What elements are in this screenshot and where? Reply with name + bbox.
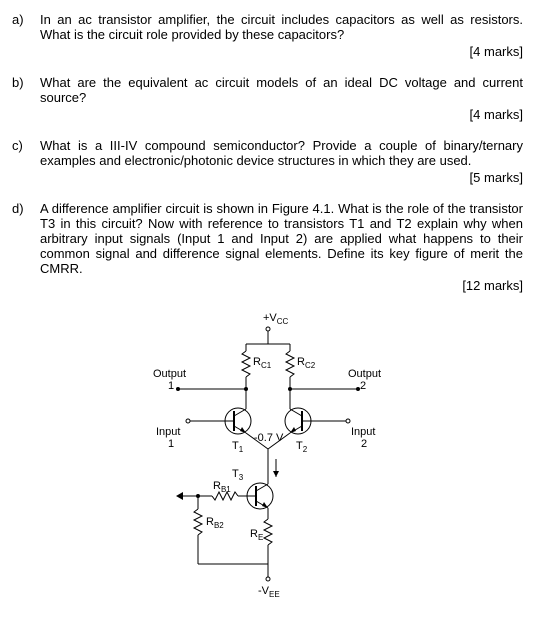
svg-text:-VEE: -VEE [258,585,280,599]
svg-text:RB1: RB1 [213,480,231,494]
q-b-marks: [4 marks] [40,107,523,122]
svg-text:1: 1 [168,380,174,392]
question-b: b) What are the equivalent ac circuit mo… [12,75,523,122]
q-a-body: In an ac transistor amplifier, the circu… [40,12,523,59]
svg-text:2: 2 [360,380,366,392]
svg-text:Input: Input [156,426,180,438]
q-d-label: d) [12,201,40,293]
svg-text:T3: T3 [232,468,244,482]
svg-text:+VCC: +VCC [263,312,289,326]
q-b-label: b) [12,75,40,122]
question-c: c) What is a III-IV compound semiconduct… [12,138,523,185]
svg-text:2: 2 [361,438,367,450]
q-b-body: What are the equivalent ac circuit model… [40,75,523,122]
figure-4-1: +VCC RC1 RC2 Output 1 Output 2 T1 T2 -0.… [12,309,523,609]
svg-text:T2: T2 [296,440,308,454]
svg-text:Input: Input [351,426,375,438]
svg-text:Output: Output [153,368,186,380]
svg-text:RB2: RB2 [206,516,224,530]
q-d-text: A difference amplifier circuit is shown … [40,201,523,276]
q-c-text: What is a III-IV compound semiconductor?… [40,138,523,168]
svg-text:T1: T1 [232,440,244,454]
svg-text:Output: Output [348,368,381,380]
q-b-text: What are the equivalent ac circuit model… [40,75,523,105]
q-d-body: A difference amplifier circuit is shown … [40,201,523,293]
svg-text:1: 1 [168,438,174,450]
question-a: a) In an ac transistor amplifier, the ci… [12,12,523,59]
q-a-text: In an ac transistor amplifier, the circu… [40,12,523,42]
q-c-body: What is a III-IV compound semiconductor?… [40,138,523,185]
q-a-label: a) [12,12,40,59]
svg-text:RC2: RC2 [297,356,316,370]
q-c-marks: [5 marks] [40,170,523,185]
q-a-marks: [4 marks] [40,44,523,59]
svg-text:RE: RE [250,528,263,542]
q-d-marks: [12 marks] [40,278,523,293]
svg-text:RC1: RC1 [253,356,272,370]
q-c-label: c) [12,138,40,185]
question-d: d) A difference amplifier circuit is sho… [12,201,523,293]
